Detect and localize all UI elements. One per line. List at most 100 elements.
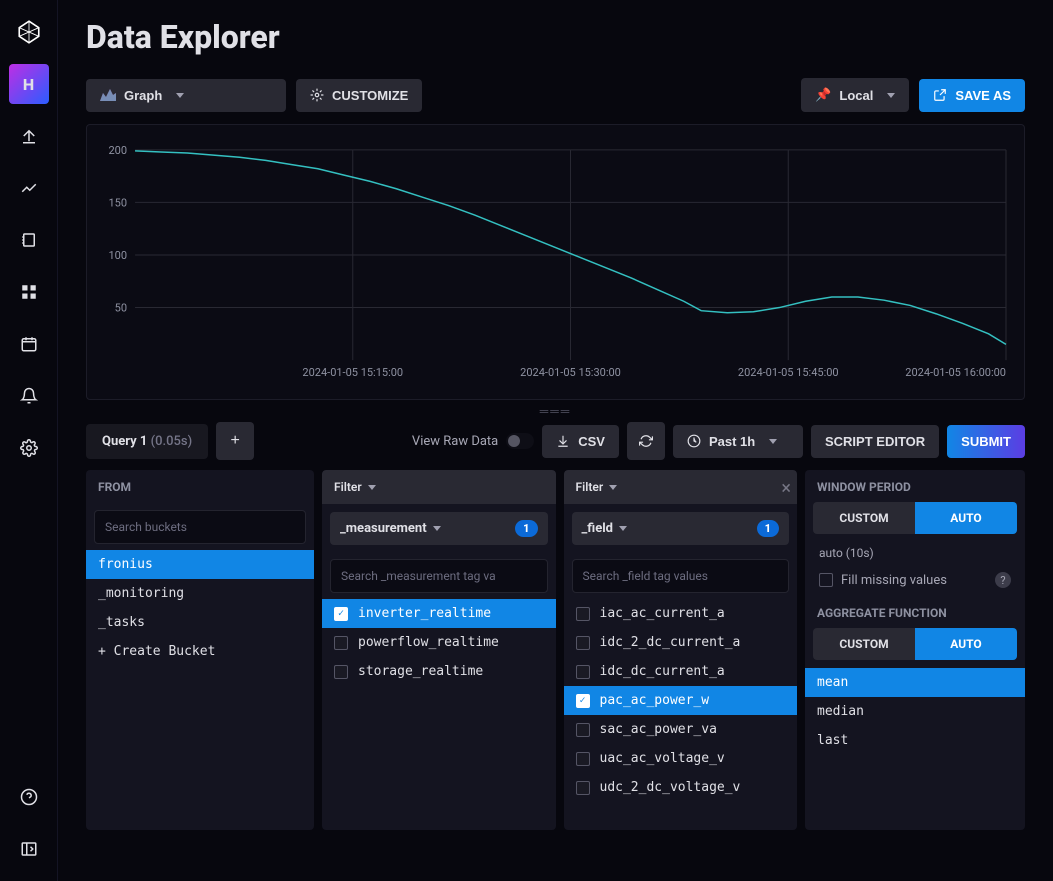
list-item[interactable]: last <box>805 726 1025 755</box>
left-sidebar: H <box>0 0 58 881</box>
list-item[interactable]: _monitoring <box>86 579 314 608</box>
agg-auto-button[interactable]: AUTO <box>915 628 1017 660</box>
list-item[interactable]: idc_2_dc_current_a <box>564 628 798 657</box>
checkbox-icon: ✓ <box>334 607 348 621</box>
list-item[interactable]: uac_ac_voltage_v <box>564 744 798 773</box>
chart-panel: 501001502002024-01-05 15:15:002024-01-05… <box>86 124 1025 400</box>
svg-text:2024-01-05 15:15:00: 2024-01-05 15:15:00 <box>302 366 403 379</box>
close-icon[interactable]: × <box>781 478 791 499</box>
list-item-label: inverter_realtime <box>358 606 491 621</box>
save-as-button[interactable]: SAVE AS <box>919 79 1025 112</box>
nav-explore[interactable] <box>9 168 49 208</box>
list-item[interactable]: mean <box>805 668 1025 697</box>
from-header: FROM <box>86 470 314 504</box>
gear-icon <box>310 88 324 102</box>
pin-icon: 📌 <box>815 87 831 103</box>
customize-button[interactable]: CUSTOMIZE <box>296 79 422 112</box>
checkbox-icon <box>334 636 348 650</box>
main-panel: Data Explorer Graph CUSTOMIZE 📌 Local SA… <box>58 0 1053 881</box>
add-query-button[interactable]: + <box>216 422 254 460</box>
info-icon[interactable]: ? <box>995 572 1011 588</box>
list-item-label: fronius <box>98 557 153 572</box>
nav-help[interactable] <box>9 777 49 817</box>
svg-text:200: 200 <box>108 144 127 157</box>
window-custom-button[interactable]: CUSTOM <box>813 502 915 534</box>
checkbox-icon <box>576 723 590 737</box>
fill-missing-checkbox[interactable]: Fill missing values ? <box>805 564 1025 596</box>
switch-icon <box>506 433 534 449</box>
viz-type-selector[interactable]: Graph <box>86 79 286 112</box>
list-item-label: mean <box>817 675 848 690</box>
tag-key-selector[interactable]: _field 1 <box>572 512 790 545</box>
field-list: iac_ac_current_a idc_2_dc_current_a idc_dc… <box>564 599 798 830</box>
svg-text:2024-01-05 15:30:00: 2024-01-05 15:30:00 <box>520 366 621 379</box>
list-item[interactable]: storage_realtime <box>322 657 556 686</box>
logo-icon[interactable] <box>9 12 49 52</box>
agg-custom-button[interactable]: CUSTOM <box>813 628 915 660</box>
svg-text:2024-01-05 16:00:00: 2024-01-05 16:00:00 <box>905 366 1006 379</box>
list-item-label: _tasks <box>98 615 145 630</box>
filter-panel-field: × Filter _field 1 Search _field tag valu… <box>564 470 798 830</box>
list-item-label: median <box>817 704 864 719</box>
nav-collapse[interactable] <box>9 829 49 869</box>
list-item-label: sac_ac_power_va <box>600 722 717 737</box>
nav-dashboards[interactable] <box>9 272 49 312</box>
nav-settings[interactable] <box>9 428 49 468</box>
window-auto-text: auto (10s) <box>805 542 1025 564</box>
bucket-search[interactable]: Search buckets <box>94 510 306 544</box>
resize-handle[interactable]: ═══ <box>86 400 1025 422</box>
tag-key-selector[interactable]: _measurement 1 <box>330 512 548 545</box>
filter-header[interactable]: Filter <box>564 470 798 504</box>
agg-list: mean median last <box>805 668 1025 830</box>
query-tab[interactable]: Query 1 (0.05s) <box>86 424 208 459</box>
clock-icon <box>687 434 701 448</box>
timezone-selector[interactable]: 📌 Local <box>801 78 909 112</box>
export-icon <box>933 88 947 102</box>
filter-header[interactable]: Filter <box>322 470 556 504</box>
checkbox-icon <box>576 607 590 621</box>
checkbox-icon: ✓ <box>576 694 590 708</box>
list-item[interactable]: ✓ inverter_realtime <box>322 599 556 628</box>
agg-header: AGGREGATE FUNCTION <box>805 596 1025 628</box>
checkbox-icon <box>576 665 590 679</box>
viz-toolbar: Graph CUSTOMIZE 📌 Local SAVE AS <box>86 78 1025 112</box>
window-header: WINDOW PERIOD <box>805 470 1025 502</box>
window-mode-segment: CUSTOM AUTO <box>813 502 1017 534</box>
nav-tasks[interactable] <box>9 324 49 364</box>
list-item[interactable]: iac_ac_current_a <box>564 599 798 628</box>
filter-panel-measurement: Filter _measurement 1 Search _measuremen… <box>322 470 556 830</box>
field-search[interactable]: Search _field tag values <box>572 559 790 593</box>
list-item[interactable]: sac_ac_power_va <box>564 715 798 744</box>
measurement-search[interactable]: Search _measurement tag va <box>330 559 548 593</box>
list-item[interactable]: udc_2_dc_voltage_v <box>564 773 798 802</box>
list-item[interactable]: median <box>805 697 1025 726</box>
list-item-label: _monitoring <box>98 586 184 601</box>
list-item[interactable]: powerflow_realtime <box>322 628 556 657</box>
list-item[interactable]: ✓pac_ac_power_w <box>564 686 798 715</box>
time-range-selector[interactable]: Past 1h <box>673 425 803 458</box>
list-item-label: + Create Bucket <box>98 644 215 659</box>
line-chart: 501001502002024-01-05 15:15:002024-01-05… <box>95 139 1016 391</box>
list-item[interactable]: idc_dc_current_a <box>564 657 798 686</box>
refresh-button[interactable] <box>627 422 665 460</box>
list-item[interactable]: fronius <box>86 550 314 579</box>
nav-upload[interactable] <box>9 116 49 156</box>
nav-alerts[interactable] <box>9 376 49 416</box>
graph-icon <box>100 89 116 101</box>
list-item-label: idc_2_dc_current_a <box>600 635 741 650</box>
list-item-label: powerflow_realtime <box>358 635 499 650</box>
checkbox-icon <box>576 781 590 795</box>
list-item-label: storage_realtime <box>358 664 483 679</box>
raw-data-toggle[interactable]: View Raw Data <box>412 433 534 449</box>
list-item[interactable]: _tasks <box>86 608 314 637</box>
list-item-label: idc_dc_current_a <box>600 664 725 679</box>
window-auto-button[interactable]: AUTO <box>915 502 1017 534</box>
list-item[interactable]: + Create Bucket <box>86 637 314 666</box>
script-editor-button[interactable]: SCRIPT EDITOR <box>811 425 939 458</box>
nav-notebooks[interactable] <box>9 220 49 260</box>
svg-text:50: 50 <box>115 302 127 315</box>
csv-button[interactable]: CSV <box>542 425 619 458</box>
query-builder: FROM Search buckets fronius _monitoring _t… <box>86 470 1025 830</box>
submit-button[interactable]: SUBMIT <box>947 425 1025 458</box>
nav-home[interactable]: H <box>9 64 49 104</box>
